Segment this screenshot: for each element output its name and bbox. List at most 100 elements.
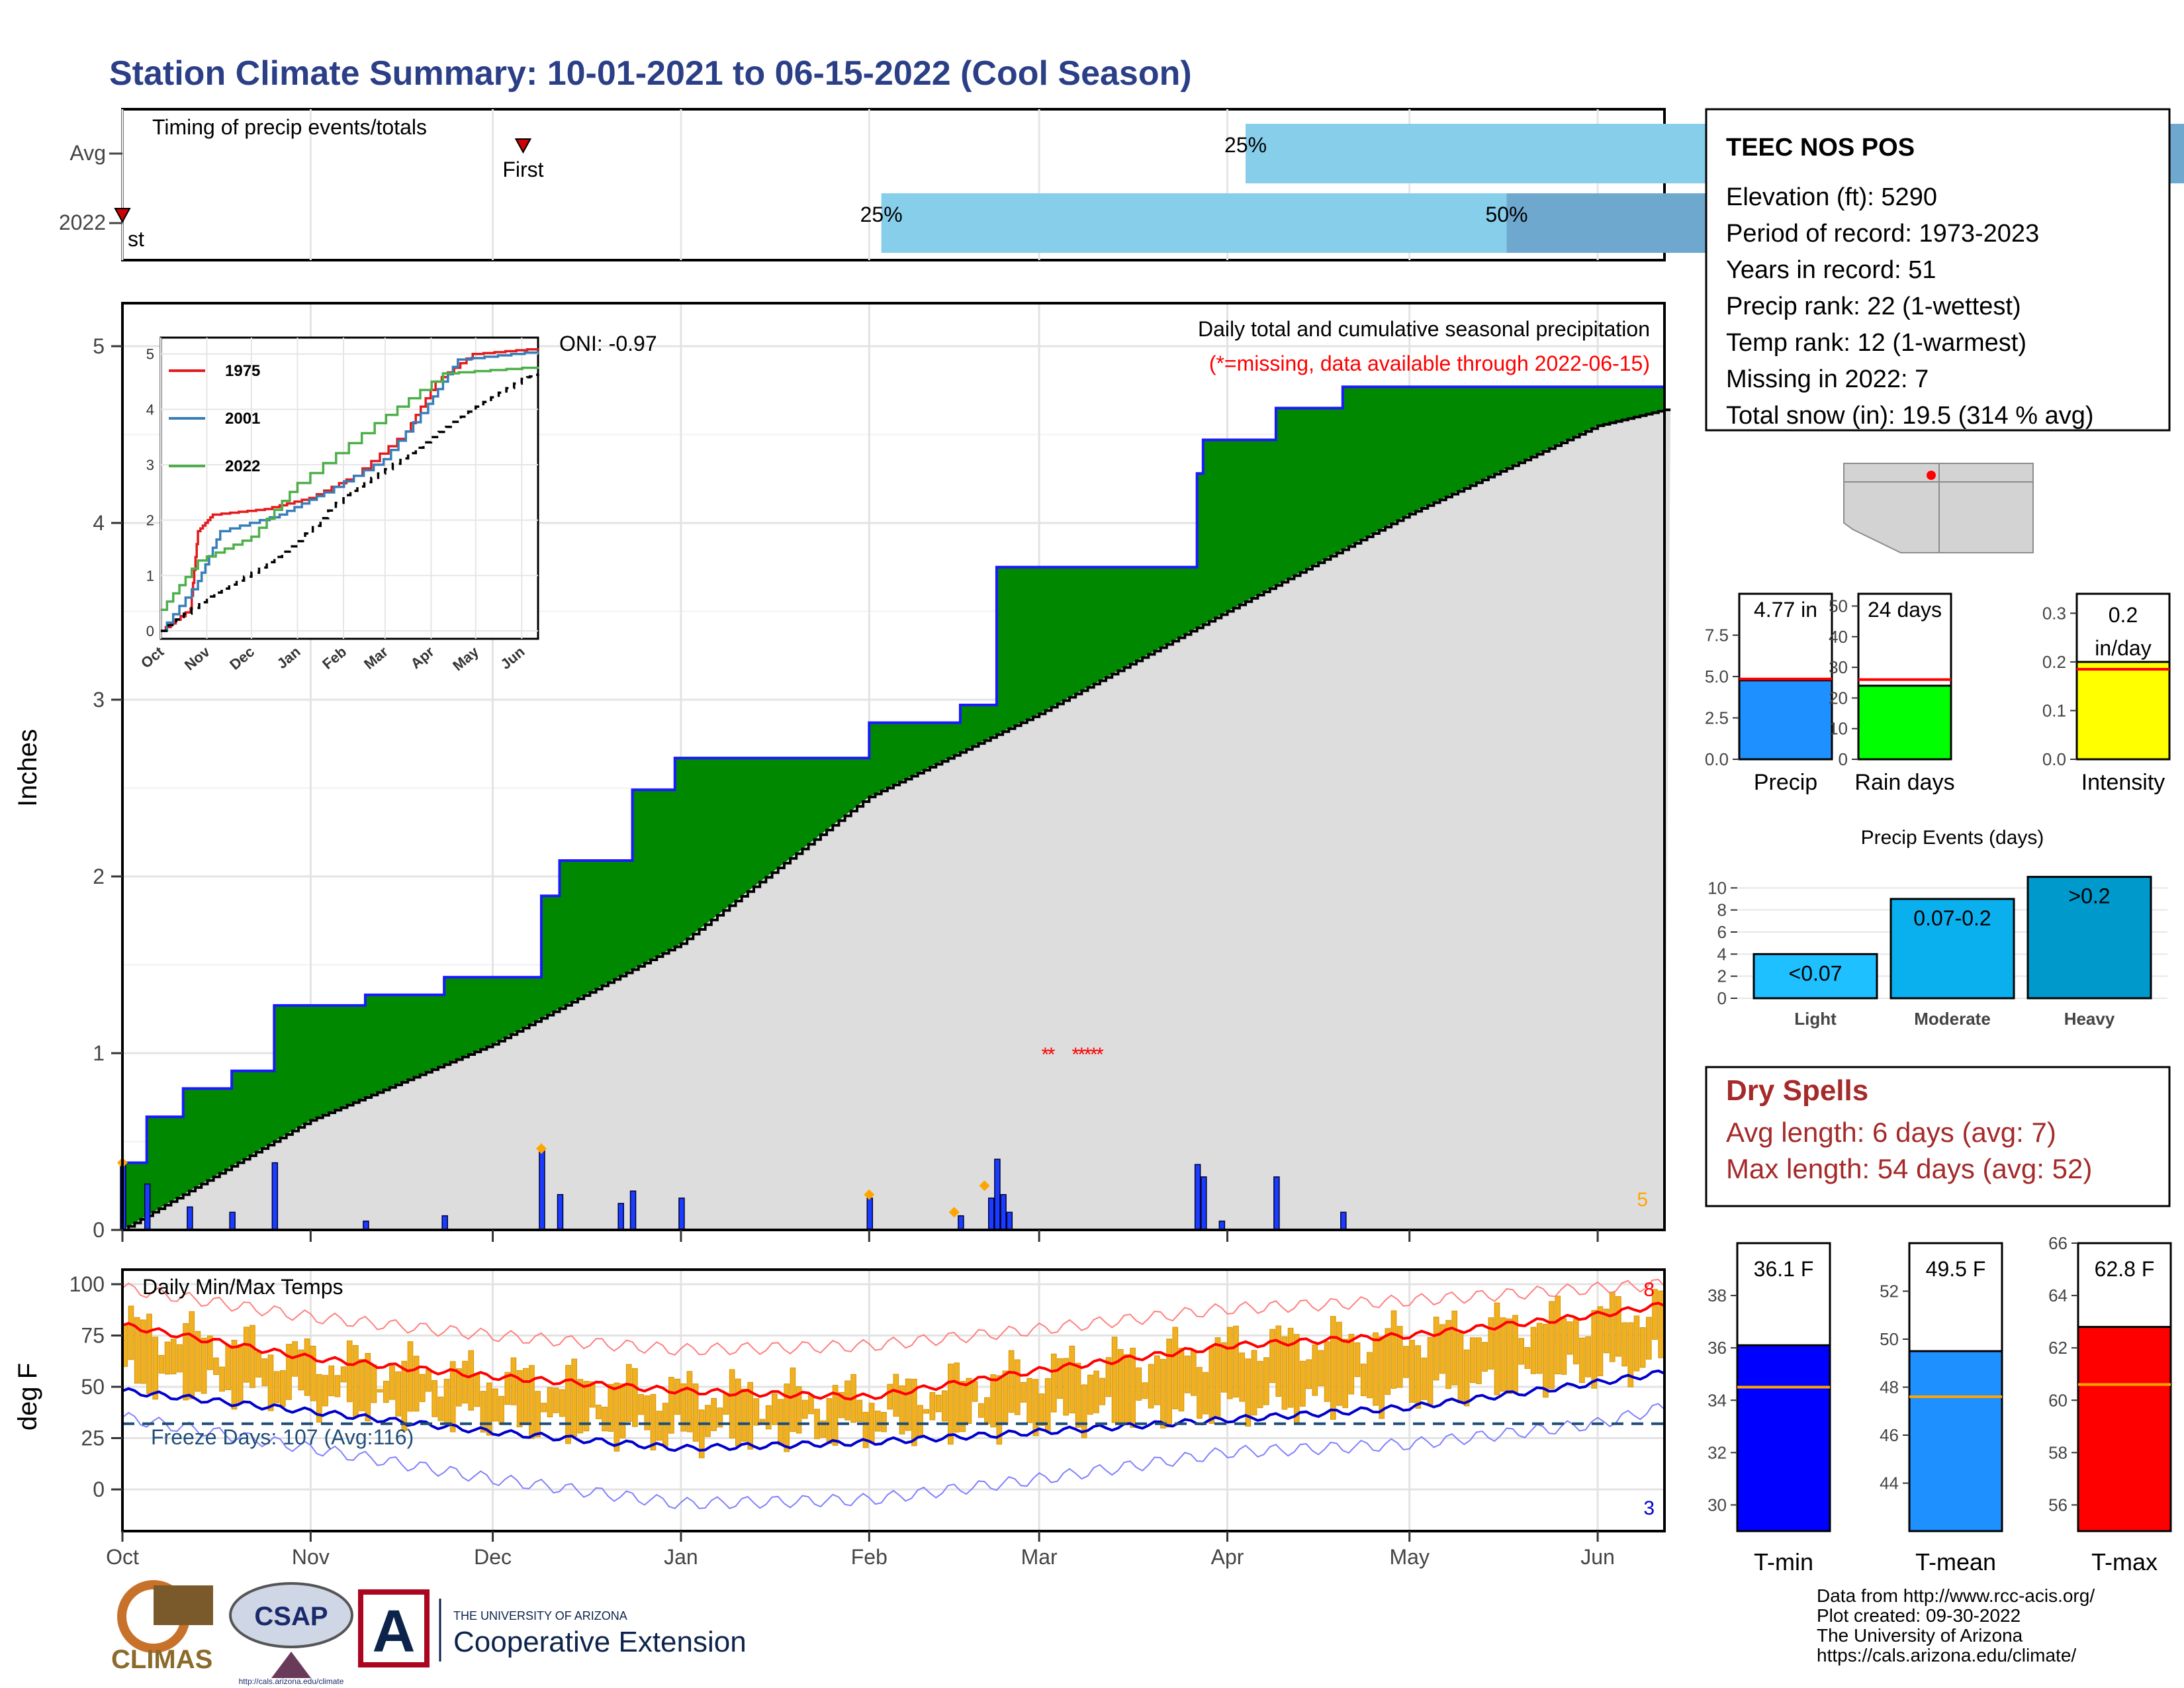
t-max-tick-label-1: 58	[2048, 1442, 2068, 1462]
temp-day-bar-14	[206, 1335, 213, 1370]
temp-day-bar-63	[504, 1372, 511, 1405]
temp-day-bar-185	[1245, 1358, 1251, 1427]
precip-tick-label-1: 2.5	[1705, 708, 1729, 728]
temp-day-bar-10	[183, 1323, 189, 1401]
precip-y-label: Inches	[13, 729, 42, 807]
t-min-tick-label-4: 38	[1707, 1286, 1727, 1305]
temp-day-bar-249	[1633, 1315, 1640, 1372]
daily-precip-bar-12	[866, 1197, 874, 1231]
temp-day-bar-82	[619, 1383, 626, 1438]
temp-day-bar-45	[395, 1371, 401, 1417]
inset-legend-label-2001: 2001	[225, 410, 260, 428]
temp-day-bar-3	[140, 1319, 146, 1384]
footer: CLIMAS CSAP http://cals.arizona.edu/clim…	[111, 1580, 2095, 1686]
temp-day-bar-48	[413, 1356, 420, 1412]
station-frame	[1705, 108, 2171, 432]
temp-day-bar-168	[1142, 1382, 1148, 1399]
temp-day-bar-123	[868, 1403, 875, 1444]
temp-day-bar-148	[1021, 1382, 1026, 1403]
rain-days-bar	[1857, 684, 1952, 761]
footer-credits: Data from http://www.rcc-acis.org/Plot c…	[1817, 1585, 2095, 1665]
temp-day-bar-41	[371, 1364, 377, 1403]
temp-y-tick-label-3: 75	[81, 1324, 105, 1348]
precip-x-ticks	[121, 1230, 1599, 1242]
temp-day-bar-191	[1281, 1336, 1288, 1410]
events-tick-label-0: 0	[1717, 988, 1727, 1008]
month-label-may: May	[1389, 1545, 1429, 1569]
missing-marker-4: *	[1084, 1044, 1092, 1066]
precip-bar	[1738, 679, 1833, 761]
temp-day-bar-156	[1069, 1345, 1075, 1414]
temp-day-bar-171	[1160, 1358, 1166, 1429]
daily-precip-bar-22	[1340, 1211, 1347, 1231]
t-max-category-label: T-max	[2091, 1548, 2158, 1575]
temp-day-bar-172	[1166, 1338, 1172, 1428]
timing-label: Timing of precip events/totals	[152, 115, 427, 139]
precip-tick-label-0: 0.0	[1705, 749, 1729, 769]
timing-y2022-first-marker	[114, 208, 131, 224]
temp-day-bar-200	[1336, 1321, 1342, 1406]
temp-day-bar-217	[1439, 1324, 1445, 1374]
temp-day-bar-253	[1658, 1290, 1664, 1358]
t-mean-tick-label-3: 50	[1880, 1329, 1899, 1349]
rain-days-tick-label-0: 0	[1839, 749, 1848, 769]
temp-day-bar-195	[1306, 1359, 1312, 1389]
daily-precip-bar-21	[1273, 1176, 1280, 1231]
rain-days-tick-label-3: 30	[1829, 657, 1848, 677]
events-bar-heavy	[2026, 876, 2152, 1000]
missing-marker-6: *	[1096, 1044, 1104, 1066]
t-max-tick-label-2: 60	[2048, 1390, 2068, 1410]
inset-legend-label-1975: 1975	[225, 362, 260, 380]
ua-small-text: THE UNIVERSITY OF ARIZONA	[453, 1609, 627, 1622]
temp-day-bar-162	[1105, 1357, 1112, 1397]
temp-day-bar-126	[887, 1383, 893, 1410]
temp-day-bar-167	[1136, 1367, 1142, 1401]
temp-day-bar-47	[407, 1341, 414, 1412]
csap-cloud-icon	[229, 1582, 353, 1648]
temp-day-bar-144	[996, 1375, 1003, 1445]
temp-day-bar-187	[1257, 1360, 1263, 1409]
temp-day-bar-20	[243, 1327, 250, 1383]
temp-day-bar-7	[164, 1341, 171, 1375]
t-mean-value-label: 49.5 F	[1926, 1257, 1986, 1281]
avg-cumulative-line	[122, 408, 1671, 1231]
temp-day-bar-147	[1014, 1359, 1021, 1415]
temp-day-bar-40	[365, 1352, 371, 1422]
station-detail-3: Precip rank: 22 (1-wettest)	[1726, 293, 2021, 320]
t-min-tick-label-1: 32	[1707, 1442, 1727, 1462]
temp-day-bar-30	[304, 1338, 310, 1396]
temp-frame	[121, 1268, 1666, 1532]
temp-day-bar-70	[547, 1387, 553, 1418]
avg-min-line	[122, 1369, 1665, 1452]
daily-precip-bar-7	[539, 1148, 545, 1231]
temp-day-bar-88	[656, 1411, 662, 1441]
temp-day-bar-244	[1603, 1309, 1610, 1354]
temp-day-bar-223	[1476, 1337, 1482, 1384]
temp-day-bar-17	[225, 1345, 232, 1390]
temp-day-bar-15	[213, 1357, 219, 1376]
temp-day-bar-174	[1178, 1348, 1185, 1412]
daily-precip-bar-11	[678, 1197, 685, 1231]
timing-avg-q1-bar	[1246, 124, 1756, 183]
temp-day-bar-197	[1318, 1350, 1324, 1386]
precip-value-label: 4.77 in	[1754, 598, 1817, 622]
missing-marker-5: *	[1090, 1044, 1098, 1066]
intensity-category-label: Intensity	[2081, 770, 2165, 795]
temp-day-bar-199	[1330, 1316, 1336, 1420]
temp-day-bar-133	[929, 1392, 936, 1421]
temp-day-bar-150	[1032, 1379, 1039, 1436]
temp-day-bar-211	[1403, 1346, 1409, 1378]
temp-day-bar-149	[1026, 1378, 1032, 1423]
temp-day-bar-175	[1184, 1355, 1191, 1393]
temp-day-bar-113	[808, 1394, 814, 1415]
temp-day-bar-1	[128, 1305, 134, 1360]
temp-day-bar-76	[583, 1381, 590, 1432]
temp-panel-label: Daily Min/Max Temps	[142, 1275, 343, 1299]
temp-day-bar-212	[1409, 1340, 1415, 1403]
temp-day-bar-96	[705, 1405, 711, 1437]
climas-mark-icon	[154, 1585, 213, 1625]
temp-day-bar-138	[960, 1381, 966, 1432]
